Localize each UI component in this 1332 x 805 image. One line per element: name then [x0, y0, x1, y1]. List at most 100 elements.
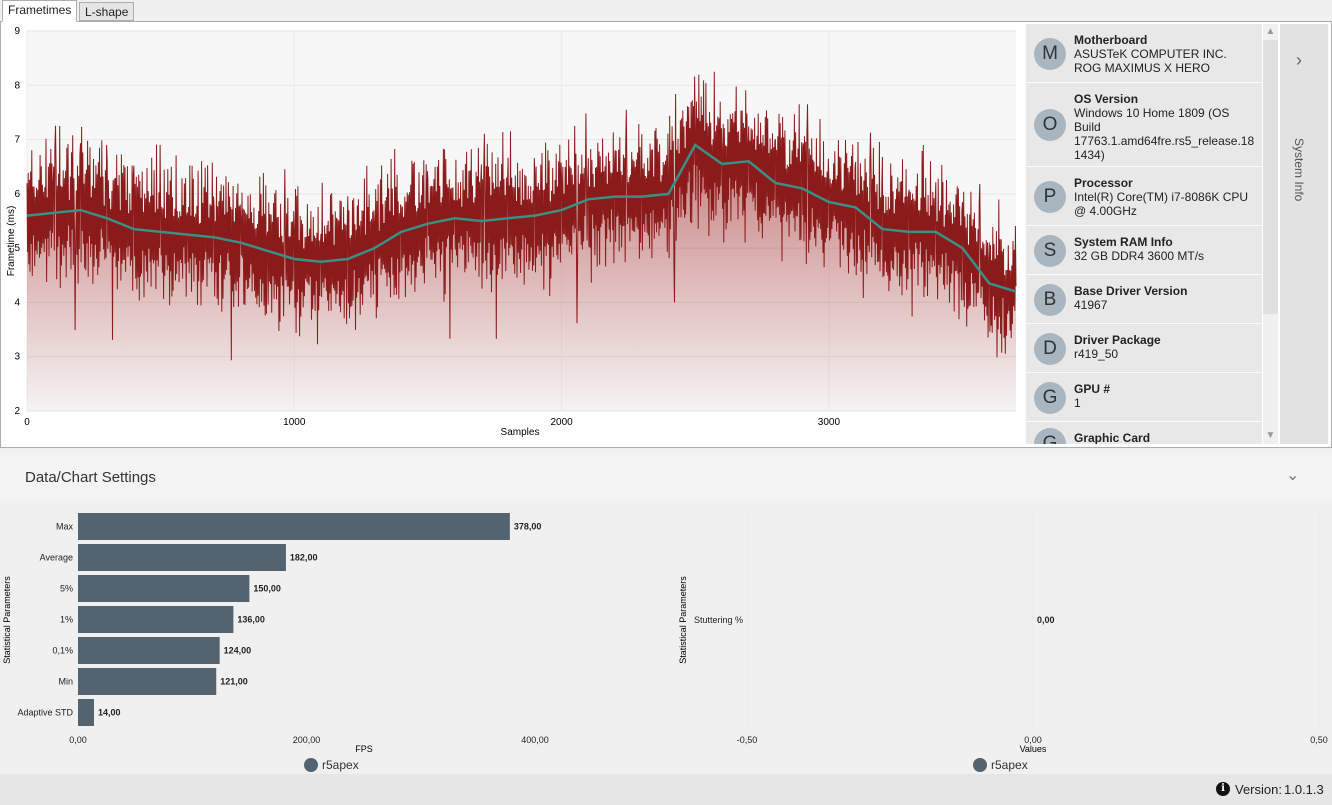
bar-value-label: 124,00 [224, 646, 252, 656]
system-info-value: ASUSTeK COMPUTER INC. ROG MAXIMUS X HERO [1074, 47, 1227, 75]
category-label: 5% [60, 584, 73, 594]
stuttering-bar-chart: -0,50 0,00 0,50 Stuttering % 0,00 [694, 509, 1328, 745]
system-info-title: GPU # [1074, 382, 1111, 396]
bar-value-label: 14,00 [98, 708, 121, 718]
x-tick-label: 0,00 [69, 735, 87, 745]
legend-marker-right [973, 758, 987, 772]
tab-bar: Frametimes L-shape [0, 0, 1332, 22]
system-info-title: Graphic Card [1074, 431, 1151, 444]
frametime-y-ticks: 9 8 7 6 5 4 3 2 [14, 26, 20, 417]
bar [78, 513, 510, 540]
fps-bar-chart: Max 378,00 Average 182,00 5% 150,00 1% 136,00 0,… [17, 513, 549, 745]
y-tick-label: 7 [14, 135, 20, 146]
avatar: G [1034, 428, 1066, 444]
system-info-value: 41967 [1074, 298, 1108, 312]
x-tick-label: 200,00 [293, 735, 321, 745]
category-label: Stuttering % [694, 615, 743, 625]
system-info-title: Processor [1074, 176, 1133, 190]
info-icon: i [1216, 782, 1230, 796]
bar-value-label: 136,00 [237, 615, 265, 625]
bar-value-label: 182,00 [290, 553, 318, 563]
chevron-down-icon[interactable]: ⌄ [1286, 467, 1300, 484]
category-label: Adaptive STD [17, 708, 73, 718]
system-info-sidebar[interactable]: › System Info [1280, 24, 1328, 444]
status-bar: i Version: 1.0.1.3 [0, 774, 1332, 805]
avatar: S [1034, 234, 1066, 267]
system-info-value: Intel(R) Core(TM) i7-8086K CPU @ 4.00GHz [1074, 190, 1249, 218]
system-info-panel[interactable]: M Motherboard ASUSTeK COMPUTER INC. ROG MA… [1026, 24, 1262, 444]
system-info-title: Driver Package [1074, 333, 1161, 347]
fps-chart-x-axis-label: FPS [355, 744, 373, 754]
avatar: B [1034, 283, 1066, 316]
category-label: 1% [60, 615, 73, 625]
bar [78, 668, 217, 695]
system-info-item: P Processor Intel(R) Core(TM) i7-8086K CPU… [1026, 167, 1262, 226]
system-info-value: Windows 10 Home 1809 (OS Build 17763.1.a… [1074, 106, 1254, 162]
y-tick-label: 5 [14, 243, 20, 254]
system-info-scroll-thumb[interactable] [1263, 40, 1278, 314]
stutter-chart-y-axis-label: Statistical Parameters [678, 576, 688, 664]
legend-marker-left [304, 758, 318, 772]
y-tick-label: 4 [14, 297, 20, 308]
chart-settings-expander[interactable]: Data/Chart Settings ⌄ [0, 453, 1332, 501]
system-info-sidebar-label: System Info [1292, 138, 1306, 202]
category-label: 0,1% [52, 646, 73, 656]
x-tick-label: 2000 [550, 417, 573, 428]
system-info-item: D Driver Package r419_50 [1026, 324, 1262, 373]
statistics-charts: Max 378,00 Average 182,00 5% 150,00 1% 136,00 0,… [2, 509, 1328, 772]
bar [78, 575, 250, 602]
tab-frametimes[interactable]: Frametimes [2, 0, 78, 22]
category-label: Max [56, 522, 74, 532]
system-info-title: Base Driver Version [1074, 284, 1188, 298]
y-tick-label: 6 [14, 189, 20, 200]
frametime-chart: 9 8 7 6 5 4 3 2 0 1000 2000 3000 Frametime (ms) Sa… [6, 26, 1017, 438]
category-label: Average [40, 553, 73, 563]
version-value: 1.0.1.3 [1284, 782, 1324, 797]
chevron-right-icon[interactable]: › [1296, 50, 1302, 70]
avatar: G [1034, 381, 1066, 414]
y-tick-label: 8 [14, 80, 20, 91]
scroll-up-arrow-icon[interactable]: ▲ [1265, 26, 1276, 37]
x-tick-label: 0 [24, 417, 30, 428]
system-info-title: System RAM Info [1074, 235, 1173, 249]
bar-value-label: 121,00 [220, 677, 248, 687]
system-info-title: OS Version [1074, 92, 1139, 106]
y-tick-label: 2 [14, 406, 20, 417]
system-info-item: S System RAM Info 32 GB DDR4 3600 MT/s [1026, 226, 1262, 275]
x-tick-label: 0,50 [1310, 735, 1328, 745]
system-info-value: r419_50 [1074, 347, 1119, 361]
bar [78, 544, 286, 571]
scroll-down-arrow-icon[interactable]: ▼ [1265, 430, 1276, 441]
avatar: D [1034, 332, 1066, 365]
x-tick-label: 400,00 [521, 735, 549, 745]
frametime-raw-line [26, 71, 1017, 361]
bar-value-label: 378,00 [514, 522, 542, 532]
frametime-y-axis-label: Frametime (ms) [6, 206, 17, 277]
bar-value-label: 0,00 [1037, 615, 1055, 625]
frametime-x-axis-label: Samples [501, 427, 540, 438]
avatar: M [1034, 37, 1066, 70]
system-info-title: Motherboard [1074, 33, 1148, 47]
tab-l-shape[interactable]: L-shape [79, 2, 135, 21]
stutter-chart-x-axis-label: Values [1020, 744, 1047, 754]
x-tick-label: 3000 [818, 417, 841, 428]
version-label: Version: [1235, 782, 1282, 797]
x-tick-label: -0,50 [737, 735, 758, 745]
category-label: Min [58, 677, 73, 687]
bar [78, 699, 94, 726]
system-info-item: G GPU #1 [1026, 373, 1262, 422]
x-tick-label: 0,00 [1024, 735, 1042, 745]
system-info-item: B Base Driver Version 41967 [1026, 275, 1262, 324]
system-info-item: G Graphic Card [1026, 422, 1262, 444]
legend-label-right: r5apex [991, 758, 1028, 772]
settings-title: Data/Chart Settings [25, 469, 156, 486]
fps-chart-y-axis-label: Statistical Parameters [2, 576, 12, 664]
avatar: O [1034, 109, 1066, 141]
y-tick-label: 9 [14, 26, 20, 37]
system-info-value: 32 GB DDR4 3600 MT/s [1074, 249, 1205, 263]
system-info-value: 1 [1074, 396, 1081, 410]
system-info-item: O OS Version Windows 10 Home 1809 (OS Buil… [1026, 83, 1262, 167]
bar [78, 606, 234, 633]
frametime-average-line [26, 143, 1017, 293]
bar-value-label: 150,00 [253, 584, 281, 594]
